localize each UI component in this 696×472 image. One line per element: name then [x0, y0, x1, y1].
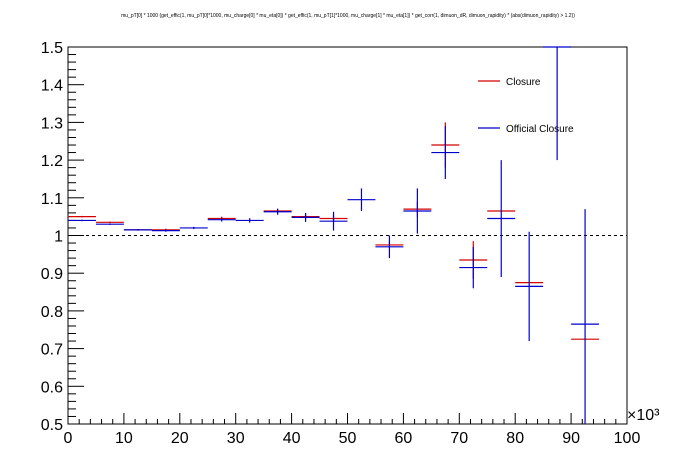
series-closure — [68, 122, 600, 340]
data-point — [95, 223, 124, 225]
y-tick-label: 0.9 — [41, 266, 63, 283]
x-tick-label: 70 — [450, 430, 468, 447]
x-tick-label: 100 — [614, 430, 641, 447]
y-tick-label: 1.2 — [41, 153, 63, 170]
data-point — [291, 212, 320, 222]
y-tick-label: 1.3 — [41, 115, 63, 132]
legend-label: Closure — [506, 77, 541, 88]
data-point — [95, 221, 124, 224]
y-tick-label: 1.4 — [41, 78, 63, 95]
legend-entry: Official Closure — [478, 124, 574, 135]
data-point — [68, 219, 96, 222]
y-tick-label: 1.1 — [41, 191, 63, 208]
y-tick-label: 1.5 — [41, 40, 63, 57]
data-point — [515, 231, 544, 342]
data-point — [403, 188, 432, 234]
data-point — [179, 226, 208, 230]
data-point — [207, 217, 236, 222]
y-tick-label: 0.8 — [41, 304, 63, 321]
data-point — [571, 209, 600, 424]
data-point — [431, 126, 460, 179]
y-tick-label: 0.6 — [41, 379, 63, 396]
x-axis-multiplier: ×10³ — [627, 407, 660, 424]
x-tick-label: 0 — [64, 430, 73, 447]
data-point — [151, 229, 180, 232]
legend-label: Official Closure — [506, 124, 574, 135]
y-tick-label: 0.7 — [41, 342, 63, 359]
data-point — [487, 160, 516, 277]
x-tick-label: 90 — [562, 430, 580, 447]
x-tick-label: 40 — [283, 430, 301, 447]
data-point — [543, 46, 572, 161]
data-point — [123, 229, 152, 231]
series-official-closure — [68, 46, 600, 424]
x-tick-label: 10 — [115, 430, 133, 447]
data-point — [459, 246, 488, 289]
data-point — [235, 218, 264, 223]
y-tick-label: 1 — [54, 229, 63, 246]
data-point — [263, 208, 292, 215]
data-point — [68, 215, 96, 218]
data-point — [347, 188, 376, 211]
x-tick-label: 20 — [171, 430, 189, 447]
x-tick-label: 30 — [227, 430, 245, 447]
y-tick-label: 0.5 — [41, 417, 63, 434]
legend-entry: Closure — [478, 77, 541, 88]
chart-title: mu_pT[0] * 1000 (get_effic(1, mu_pT[0]*1… — [121, 13, 575, 19]
data-point — [375, 235, 404, 259]
x-tick-label: 80 — [506, 430, 524, 447]
data-point — [319, 211, 348, 231]
x-tick-label: 60 — [395, 430, 413, 447]
x-tick-label: 50 — [339, 430, 357, 447]
